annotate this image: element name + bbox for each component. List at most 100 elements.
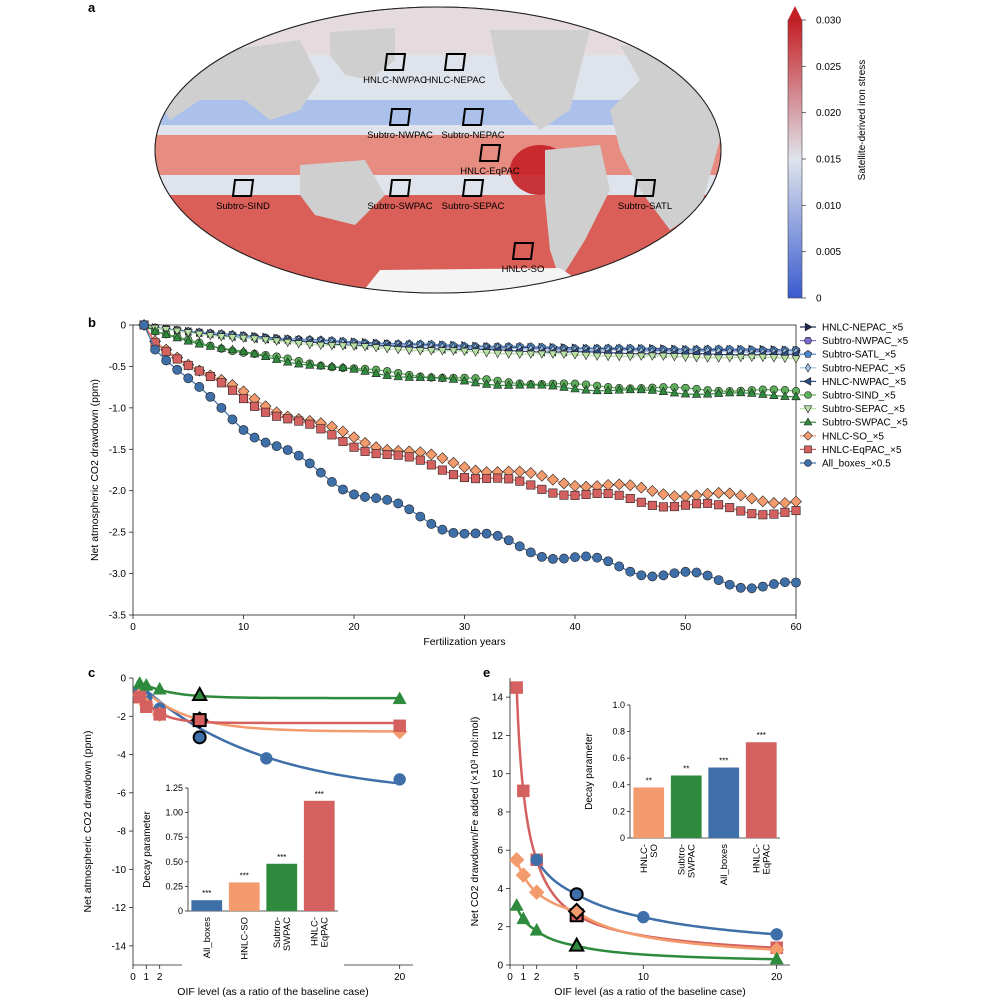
point-hnlc-eqpac-5 <box>338 436 348 446</box>
point-hnlc-so-5 <box>458 461 471 474</box>
bar-all-boxes <box>708 767 740 838</box>
point-hnlc-eqpac-5 <box>636 497 646 507</box>
point-subtro-swpac-5 <box>481 379 492 388</box>
point-subtro-swpac-5 <box>548 380 558 390</box>
point-subtro-sepac-5 <box>504 350 514 359</box>
point-hnlc-so-5 <box>679 490 692 503</box>
point-hnlc-so-5 <box>348 431 360 444</box>
y-tick-label: 0.25 <box>165 881 183 891</box>
legend: HNLC-NEPAC_×5 Subtro-NWPAC_×5 Subtro-SATL_… <box>800 323 909 470</box>
point-subtro-swpac <box>392 691 407 705</box>
point-hnlc-so-5 <box>425 448 438 461</box>
point-subtro-swpac-5 <box>382 370 392 379</box>
point-hnlc-eqpac <box>510 681 523 694</box>
point-hnlc-so-5 <box>524 466 537 479</box>
point-hnlc-so-5 <box>646 485 659 497</box>
colorbar-tick-label: 0.030 <box>816 16 841 27</box>
point-hnlc-so-5 <box>602 479 615 491</box>
point-all-boxes-0-5 <box>536 552 547 562</box>
map-box-subtro-swpac <box>388 179 412 197</box>
point-subtro-swpac-5 <box>448 374 459 383</box>
bar-hnlc-so <box>633 787 665 838</box>
y-tick-label: -10 <box>112 865 127 876</box>
y-tick-label: 0 <box>497 961 503 972</box>
map-box-label-subtro-swpac: Subtro-SWPAC <box>367 201 432 212</box>
point-subtro-sepac-5 <box>703 354 713 363</box>
legend-label-subtro-sind-5: Subtro-SIND_×5 <box>822 391 896 402</box>
fit-curve-hnlc-so <box>515 859 777 951</box>
point-subtro-sepac-5 <box>658 352 668 361</box>
point-all-boxes-0-5 <box>559 553 569 564</box>
point-subtro-swpac-5 <box>526 379 536 389</box>
y-axis-label: Decay parameter <box>584 732 595 809</box>
point-hnlc-eqpac-5 <box>592 488 602 498</box>
point-hnlc-eqpac-5 <box>703 498 713 508</box>
point-hnlc-eqpac-5 <box>250 401 260 411</box>
legend-marker-subtro-nepac-5 <box>805 363 811 373</box>
legend-label-subtro-satl-5: Subtro-SATL_×5 <box>822 350 896 361</box>
point-subtro-sepac-5 <box>758 354 768 363</box>
point-hnlc-so-5 <box>613 478 626 491</box>
point-subtro-swpac-5 <box>305 360 315 369</box>
category-label-line: SWPAC <box>282 917 293 951</box>
category-label-line: HNLC- <box>639 844 650 873</box>
point-all-boxes-0-5 <box>459 528 470 539</box>
y-tick-label: -1.0 <box>109 403 127 414</box>
bar-subtro-swpac <box>670 775 702 838</box>
y-tick-label: 1.00 <box>165 808 183 818</box>
category-label-line: SO <box>649 844 660 858</box>
point-subtro-swpac-5 <box>702 388 713 398</box>
point-all-boxes-0-5 <box>570 552 580 563</box>
point-hnlc-eqpac <box>393 719 406 733</box>
significance-label: *** <box>202 889 211 898</box>
point-all-boxes-0-5 <box>757 581 768 592</box>
y-tick-label: 0.50 <box>165 857 183 867</box>
point-subtro-swpac-5 <box>216 343 227 352</box>
point-hnlc-eqpac-5 <box>316 424 326 434</box>
point-all-boxes-0-5 <box>470 528 481 539</box>
significance-label: *** <box>315 790 324 799</box>
x-tick-label: 5 <box>574 972 580 983</box>
colorbar-tick-label: 0.010 <box>816 201 841 212</box>
point-subtro-swpac-5 <box>172 332 182 342</box>
map-box-label-subtro-sepac: Subtro-SEPAC <box>442 201 505 212</box>
panel-label-b: b <box>88 315 96 330</box>
point-hnlc-eqpac-5 <box>261 407 271 417</box>
point-all-boxes-0-5 <box>238 425 249 435</box>
point-all-boxes-0-5 <box>614 561 625 572</box>
point-hnlc-so-5 <box>745 492 758 505</box>
map-box-label-subtro-nepac: Subtro-NEPAC <box>441 130 504 141</box>
point-all-boxes-0-5 <box>592 552 602 563</box>
colorbar: 0 0.005 0.010 0.015 0.020 0.025 0.030 Satellit… <box>787 6 868 305</box>
point-hnlc-so <box>508 851 525 868</box>
point-subtro-sepac-5 <box>714 354 724 363</box>
point-all-boxes-0-5 <box>713 575 724 586</box>
x-tick-label: 1 <box>144 972 150 983</box>
y-tick-label: -0.5 <box>109 362 127 373</box>
y-tick-label: -2.5 <box>109 528 127 539</box>
x-tick-label: 2 <box>534 972 540 983</box>
point-all-boxes-0-5 <box>360 492 370 502</box>
point-subtro-swpac-5 <box>327 361 337 370</box>
point-subtro-swpac-5 <box>780 391 790 400</box>
point-all-boxes-0-5 <box>437 524 448 535</box>
point-hnlc-so-5 <box>790 495 802 508</box>
point-subtro-swpac <box>769 951 784 965</box>
point-all-boxes-0-5 <box>669 568 680 579</box>
point-all-boxes <box>637 910 650 924</box>
point-subtro-sepac-5 <box>460 347 469 357</box>
point-all-boxes-0-5 <box>724 579 735 590</box>
point-subtro-sepac-5 <box>426 347 436 356</box>
point-hnlc-so <box>567 902 586 921</box>
point-subtro-swpac-5 <box>614 385 624 394</box>
point-all-boxes-0-5 <box>735 582 746 593</box>
bar-hnlc-so <box>228 882 260 911</box>
legend-label-hnlc-so-5: HNLC-SO_×5 <box>822 431 884 442</box>
point-subtro-swpac-5 <box>713 388 724 397</box>
point-hnlc-so-5 <box>756 495 769 508</box>
y-tick-label: -1.5 <box>109 445 127 456</box>
point-subtro-sepac-5 <box>471 348 481 357</box>
legend-label-all-boxes-0-5: All_boxes_×0.5 <box>822 459 891 470</box>
point-hnlc-eqpac-5 <box>194 366 204 376</box>
y-axis-label: Net atmospheric CO2 drawdown (ppm) <box>82 730 94 912</box>
